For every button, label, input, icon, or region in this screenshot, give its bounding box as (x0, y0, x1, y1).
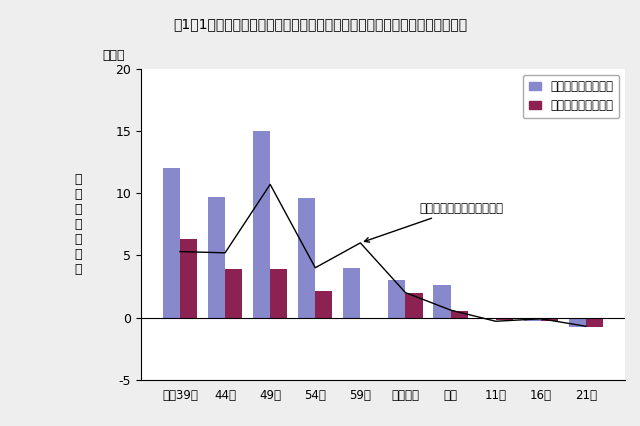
Text: 図1　1か月平均消費支出の対前回増減率（年率）の推移（二人以上の世帯）: 図1 1か月平均消費支出の対前回増減率（年率）の推移（二人以上の世帯） (173, 17, 467, 31)
Bar (270, 269, 287, 317)
Text: 増
減
率
（
年
率
）: 増 減 率 （ 年 率 ） (74, 173, 82, 276)
Bar (253, 131, 270, 317)
Bar (451, 311, 468, 317)
Bar (180, 239, 197, 317)
Bar (225, 269, 242, 317)
Legend: 名目増減率（年率）, 実質増減率（年率）: 名目増減率（年率）, 実質増減率（年率） (523, 75, 619, 118)
Bar (343, 268, 360, 317)
Text: （％）: （％） (102, 49, 125, 63)
Bar (298, 198, 316, 317)
Bar (524, 317, 541, 321)
Bar (479, 317, 495, 319)
Bar (586, 317, 603, 328)
Text: 消費者物価変化率（年率）: 消費者物価変化率（年率） (364, 201, 503, 242)
Bar (388, 280, 406, 317)
Bar (569, 317, 586, 328)
Bar (495, 317, 513, 320)
Bar (433, 285, 451, 317)
Bar (163, 168, 180, 317)
Bar (316, 291, 332, 317)
Bar (541, 317, 558, 321)
Bar (406, 293, 422, 317)
Bar (208, 197, 225, 317)
